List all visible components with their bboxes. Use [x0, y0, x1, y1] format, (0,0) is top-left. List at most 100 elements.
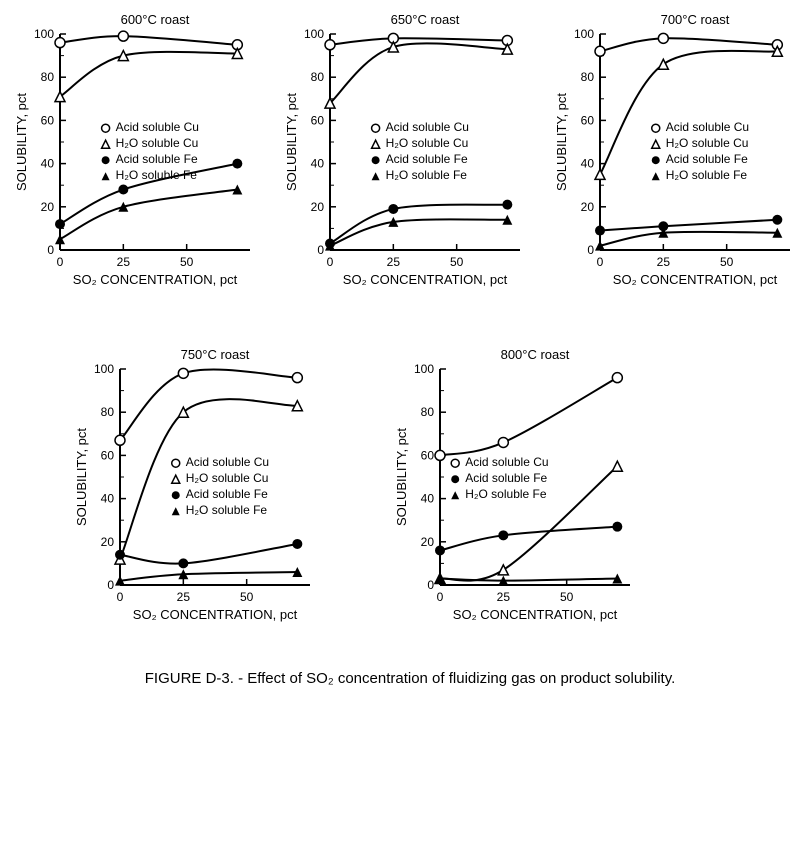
ytick-label: 100 — [414, 362, 434, 376]
xtick-label: 50 — [180, 255, 194, 269]
ytick-label: 0 — [317, 243, 324, 257]
y-axis-label: SOLUBILITY, pct — [554, 93, 569, 191]
legend-label: Acid soluble Fe — [465, 471, 547, 485]
series-line-h2o_fe — [330, 219, 507, 245]
ytick-label: 0 — [107, 578, 114, 592]
ytick-label: 80 — [101, 405, 115, 419]
ytick-label: 80 — [41, 70, 55, 84]
panel-650: 650°C roast02040608010002550SOLUBILITY, … — [280, 10, 540, 315]
series-line-acid_cu — [600, 38, 777, 51]
y-axis-label: SOLUBILITY, pct — [14, 93, 29, 191]
series-line-acid_cu — [440, 378, 617, 456]
ytick-label: 40 — [311, 157, 325, 171]
chart-svg: 800°C roast 0 20 40 60 80 100 0 25 50 SOLUBILITY, … — [390, 345, 640, 645]
series-line-h2o_fe — [60, 190, 237, 240]
ytick-label: 80 — [311, 70, 325, 84]
y-axis-label: SOLUBILITY, pct — [74, 428, 89, 526]
xtick-label: 25 — [117, 255, 131, 269]
ytick-label: 60 — [421, 448, 435, 462]
ytick-label: 0 — [47, 243, 54, 257]
legend-label: Acid soluble Cu — [116, 120, 199, 134]
ytick-label: 0 — [587, 243, 594, 257]
panel-700: 700°C roast 0 20 40 60 80 100 0 25 50 SOLUBILITY, … — [550, 10, 800, 315]
ytick-label: 20 — [581, 200, 595, 214]
ytick-label: 60 — [41, 113, 55, 127]
ytick-label: 40 — [101, 492, 115, 506]
chart-svg: 750°C roast 0 20 40 60 80 100 0 25 50 SOLUBILITY, … — [70, 345, 320, 645]
panel-600: 600°C roast 0 20 40 60 80 100 0 25 50 SOLUBILITY, … — [10, 10, 270, 315]
xtick-label: 25 — [387, 255, 401, 269]
series-line-h2o_fe — [440, 579, 617, 581]
series-line-acid_cu — [60, 36, 237, 45]
panel-title: 800°C roast — [501, 347, 570, 362]
xtick-label: 50 — [240, 590, 254, 604]
ytick-label: 100 — [94, 362, 114, 376]
legend-label: Acid soluble Fe — [116, 152, 198, 166]
ytick-label: 40 — [41, 157, 55, 171]
ytick-label: 20 — [421, 535, 435, 549]
ytick-label: 80 — [581, 70, 595, 84]
panel-title: 700°C roast — [661, 12, 730, 27]
ytick-label: 100 — [34, 27, 54, 41]
ytick-label: 20 — [101, 535, 115, 549]
series-line-acid_fe — [120, 544, 297, 564]
ytick-label: 20 — [41, 200, 55, 214]
legend-label: Acid soluble Cu — [666, 120, 749, 134]
x-axis-label: SO₂ CONCENTRATION, pct — [453, 607, 618, 622]
xtick-label: 0 — [117, 590, 124, 604]
series-line-acid_fe — [440, 527, 617, 551]
ytick-label: 100 — [304, 27, 324, 41]
x-axis-label: SO₂ CONCENTRATION, pct — [343, 272, 508, 287]
xtick-label: 25 — [497, 590, 511, 604]
series-line-acid_cu — [120, 369, 297, 440]
panel-750: 750°C roast 0 20 40 60 80 100 0 25 50 SOLUBILITY, … — [70, 345, 320, 650]
series-line-h2o_fe — [120, 572, 297, 581]
legend-label: Acid soluble Fe — [666, 152, 748, 166]
chart-svg: 600°C roast 0 20 40 60 80 100 0 25 50 SOLUBILITY, … — [10, 10, 260, 310]
chart-grid-row1: 600°C roast 0 20 40 60 80 100 0 25 50 SOLUBILITY, … — [10, 10, 800, 315]
chart-svg: 650°C roast02040608010002550SOLUBILITY, … — [280, 10, 530, 310]
ytick-label: 0 — [427, 578, 434, 592]
legend-label: H₂O soluble Fe — [116, 168, 198, 182]
figure-caption: FIGURE D-3. - Effect of SO₂ concentratio… — [10, 670, 800, 687]
series-line-acid_fe — [600, 220, 777, 231]
xtick-label: 25 — [177, 590, 191, 604]
xtick-label: 25 — [657, 255, 671, 269]
legend-label: H₂O soluble Cu — [386, 136, 469, 150]
ytick-label: 60 — [311, 113, 325, 127]
legend-label: H₂O soluble Fe — [465, 487, 547, 501]
legend-label: H₂O soluble Fe — [666, 168, 748, 182]
xtick-label: 0 — [437, 590, 444, 604]
xtick-label: 50 — [720, 255, 734, 269]
panel-title: 750°C roast — [181, 347, 250, 362]
legend-label: Acid soluble Cu — [465, 455, 548, 469]
ytick-label: 80 — [421, 405, 435, 419]
ytick-label: 60 — [101, 448, 115, 462]
y-axis-label: SOLUBILITY, pct — [394, 428, 409, 526]
ytick-label: 100 — [574, 27, 594, 41]
xtick-label: 50 — [450, 255, 464, 269]
panel-title: 600°C roast — [121, 12, 190, 27]
legend-label: H₂O soluble Cu — [666, 136, 749, 150]
legend-label: Acid soluble Fe — [386, 152, 468, 166]
legend-label: H₂O soluble Fe — [386, 168, 468, 182]
legend-label: Acid soluble Cu — [186, 455, 269, 469]
series-line-h2o_cu — [60, 52, 237, 97]
x-axis-label: SO₂ CONCENTRATION, pct — [73, 272, 238, 287]
ytick-label: 40 — [421, 492, 435, 506]
chart-grid-row2: 750°C roast 0 20 40 60 80 100 0 25 50 SOLUBILITY, … — [10, 345, 800, 650]
xtick-label: 0 — [57, 255, 64, 269]
xtick-label: 50 — [560, 590, 574, 604]
x-axis-label: SO₂ CONCENTRATION, pct — [133, 607, 298, 622]
legend-label: Acid soluble Fe — [186, 487, 268, 501]
legend-label: H₂O soluble Cu — [116, 136, 199, 150]
y-axis-label: SOLUBILITY, pct — [284, 93, 299, 191]
ytick-label: 60 — [581, 113, 595, 127]
ytick-label: 40 — [581, 157, 595, 171]
panel-title: 650°C roast — [391, 12, 460, 27]
x-axis-label: SO₂ CONCENTRATION, pct — [613, 272, 778, 287]
legend-label: Acid soluble Cu — [386, 120, 469, 134]
xtick-label: 0 — [597, 255, 604, 269]
series-line-h2o_fe — [600, 232, 777, 246]
series-line-h2o_cu — [330, 43, 507, 103]
